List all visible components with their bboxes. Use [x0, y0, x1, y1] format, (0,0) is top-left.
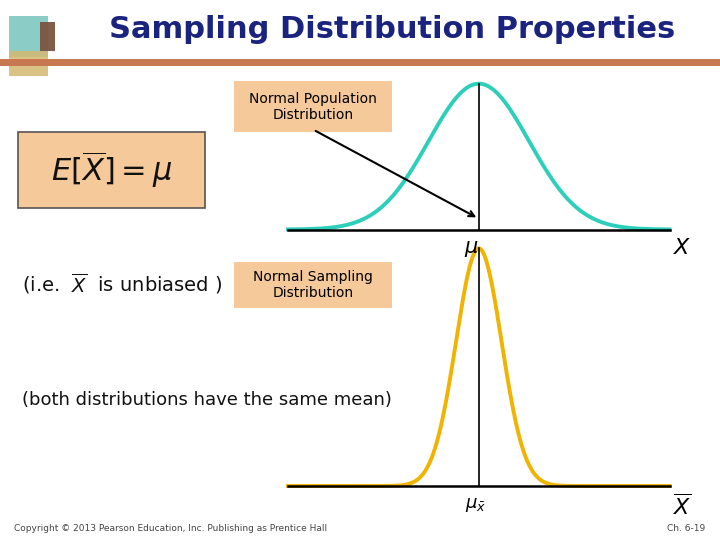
- Text: (i.e.  $\overline{X}$  is unbiased ): (i.e. $\overline{X}$ is unbiased ): [22, 271, 222, 296]
- Text: $\mu_{\bar{x}}$: $\mu_{\bar{x}}$: [464, 496, 486, 514]
- Text: $\overline{X}$: $\overline{X}$: [673, 494, 692, 519]
- FancyBboxPatch shape: [234, 81, 392, 132]
- Text: $\mu$: $\mu$: [464, 239, 479, 259]
- Bar: [40, 22, 55, 51]
- FancyBboxPatch shape: [234, 262, 392, 308]
- Text: $X$: $X$: [673, 238, 692, 258]
- Text: (both distributions have the same mean): (both distributions have the same mean): [22, 390, 392, 409]
- Text: Normal Population
Distribution: Normal Population Distribution: [249, 92, 377, 122]
- Text: Copyright © 2013 Pearson Education, Inc. Publishing as Prentice Hall: Copyright © 2013 Pearson Education, Inc.…: [14, 524, 328, 532]
- Text: Sampling Distribution Properties: Sampling Distribution Properties: [109, 15, 675, 44]
- Text: $E[\overline{X}] = \mu$: $E[\overline{X}] = \mu$: [51, 150, 172, 191]
- Text: Normal Sampling
Distribution: Normal Sampling Distribution: [253, 270, 373, 300]
- Bar: [9, 51, 48, 76]
- Bar: [9, 16, 48, 57]
- Bar: [0, 59, 720, 66]
- FancyBboxPatch shape: [18, 132, 205, 208]
- Text: Ch. 6-19: Ch. 6-19: [667, 524, 706, 532]
